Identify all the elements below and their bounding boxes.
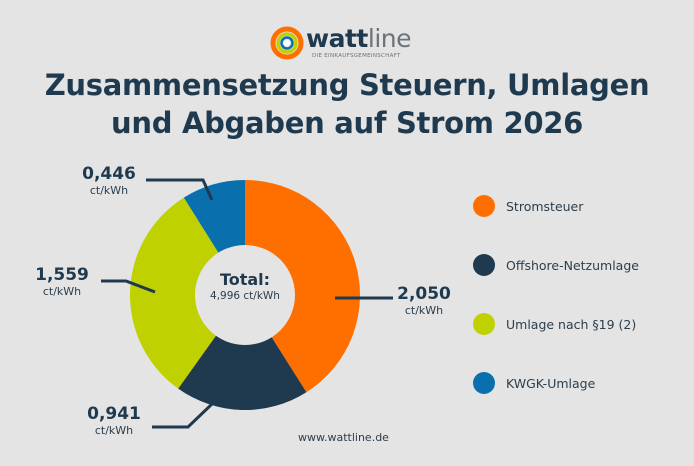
legend-swatch-orange-icon	[473, 195, 495, 217]
donut-slice-umlage19	[129, 197, 245, 389]
leader-line-offshore	[152, 402, 214, 429]
legend-item-offshore: Offshore-Netzumlage	[473, 254, 639, 276]
wattline-logo: wattline DIE EINKAUFSGEMEINSCHAFT	[270, 24, 430, 62]
value-label-kwgk: 0,446 ct/kWh	[78, 164, 140, 198]
logo-swirl-icon	[270, 26, 304, 60]
value-number: 2,050	[397, 284, 451, 304]
leader-line-umlage19	[101, 279, 156, 294]
legend-item-stromsteuer: Stromsteuer	[473, 195, 583, 217]
donut-slice-offshore	[178, 295, 307, 410]
legend-label: KWGK-Umlage	[506, 375, 596, 391]
logo-wordmark-light: line	[367, 24, 412, 53]
legend-swatch-blue-icon	[473, 372, 495, 394]
value-number: 1,559	[35, 265, 89, 285]
logo-wordmark: wattline	[306, 24, 412, 53]
leader-line-kwgk	[146, 178, 214, 201]
value-number: 0,941	[87, 404, 141, 424]
legend-item-umlage19: Umlage nach §19 (2)	[473, 313, 636, 335]
value-unit: ct/kWh	[42, 285, 82, 298]
donut-slice-stromsteuer	[245, 180, 360, 393]
legend-swatch-green-icon	[473, 313, 495, 335]
value-label-offshore: 0,941 ct/kWh	[84, 404, 144, 438]
value-unit: ct/kWh	[404, 304, 444, 317]
value-unit: ct/kWh	[89, 184, 129, 197]
logo-wordmark-bold: watt	[306, 24, 368, 53]
value-unit: ct/kWh	[94, 424, 134, 437]
footer-url: www.wattline.de	[298, 431, 389, 444]
donut-center-total: Total: 4,996 ct/kWh	[195, 270, 295, 303]
chart-title-line-1: Zusammensetzung Steuern, Umlagen	[44, 68, 650, 102]
total-label: Total:	[219, 270, 271, 289]
total-value: 4,996 ct/kWh	[210, 290, 280, 302]
donut-hole	[195, 245, 295, 345]
value-label-umlage19: 1,559 ct/kWh	[32, 265, 92, 299]
logo-tagline: DIE EINKAUFSGEMEINSCHAFT	[312, 53, 401, 59]
chart-title-line-2: und Abgaben auf Strom 2026	[111, 106, 583, 140]
chart-title: Zusammensetzung Steuern, Umlagen und Abg…	[0, 66, 694, 142]
legend-label: Offshore-Netzumlage	[506, 257, 639, 273]
legend-item-kwgk: KWGK-Umlage	[473, 372, 595, 394]
value-label-stromsteuer: 2,050 ct/kWh	[396, 284, 452, 318]
legend-label: Umlage nach §19 (2)	[506, 316, 637, 332]
value-number: 0,446	[82, 164, 136, 184]
legend-label: Stromsteuer	[506, 198, 584, 214]
legend-swatch-navy-icon	[473, 254, 495, 276]
